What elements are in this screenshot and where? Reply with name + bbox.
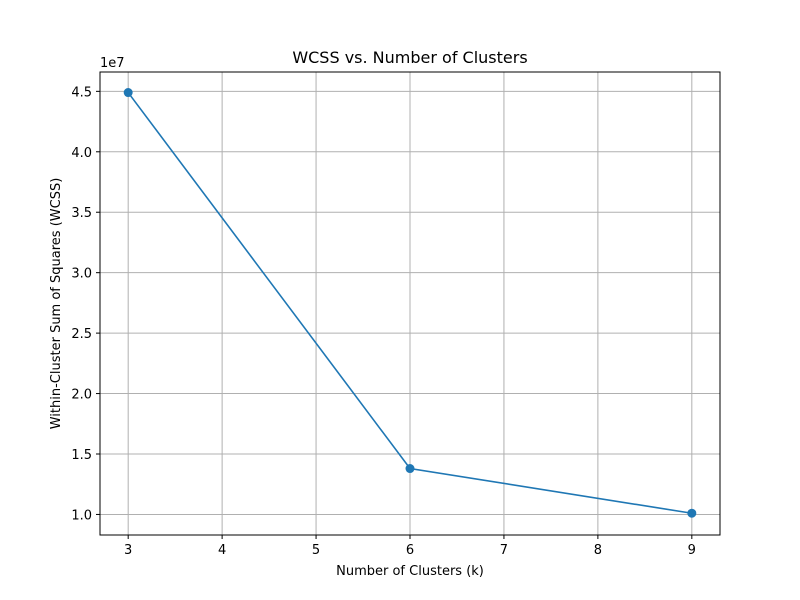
y-axis-offset-label: 1e7 bbox=[100, 56, 125, 71]
y-tick-label: 1.5 bbox=[71, 448, 92, 463]
x-tick-label: 3 bbox=[124, 543, 132, 558]
x-tick-label: 4 bbox=[218, 543, 226, 558]
y-tick-label: 3.5 bbox=[71, 206, 92, 221]
y-tick-label: 2.5 bbox=[71, 327, 92, 342]
series-layer bbox=[123, 88, 697, 518]
y-tick-label: 3.0 bbox=[71, 267, 92, 282]
x-tick-label: 9 bbox=[688, 543, 696, 558]
x-tick-label: 6 bbox=[406, 543, 414, 558]
y-tick-label: 1.0 bbox=[71, 508, 92, 523]
x-axis-ticks: 3 4 5 6 7 8 9 bbox=[124, 535, 696, 558]
y-axis-label: Within-Cluster Sum of Squares (WCSS) bbox=[49, 178, 64, 430]
y-tick-label: 2.0 bbox=[71, 388, 92, 403]
data-point bbox=[123, 88, 133, 98]
chart-title: WCSS vs. Number of Clusters bbox=[292, 48, 527, 67]
y-tick-label: 4.0 bbox=[71, 146, 92, 161]
x-tick-label: 7 bbox=[500, 543, 508, 558]
data-point bbox=[405, 464, 415, 474]
data-point bbox=[687, 508, 697, 518]
x-axis-label: Number of Clusters (k) bbox=[336, 564, 484, 579]
x-tick-label: 5 bbox=[312, 543, 320, 558]
y-axis-ticks: 1.0 1.5 2.0 2.5 3.0 3.5 4.0 4.5 bbox=[71, 85, 100, 523]
y-tick-label: 4.5 bbox=[71, 85, 92, 100]
grid bbox=[100, 72, 720, 535]
x-tick-label: 8 bbox=[594, 543, 602, 558]
